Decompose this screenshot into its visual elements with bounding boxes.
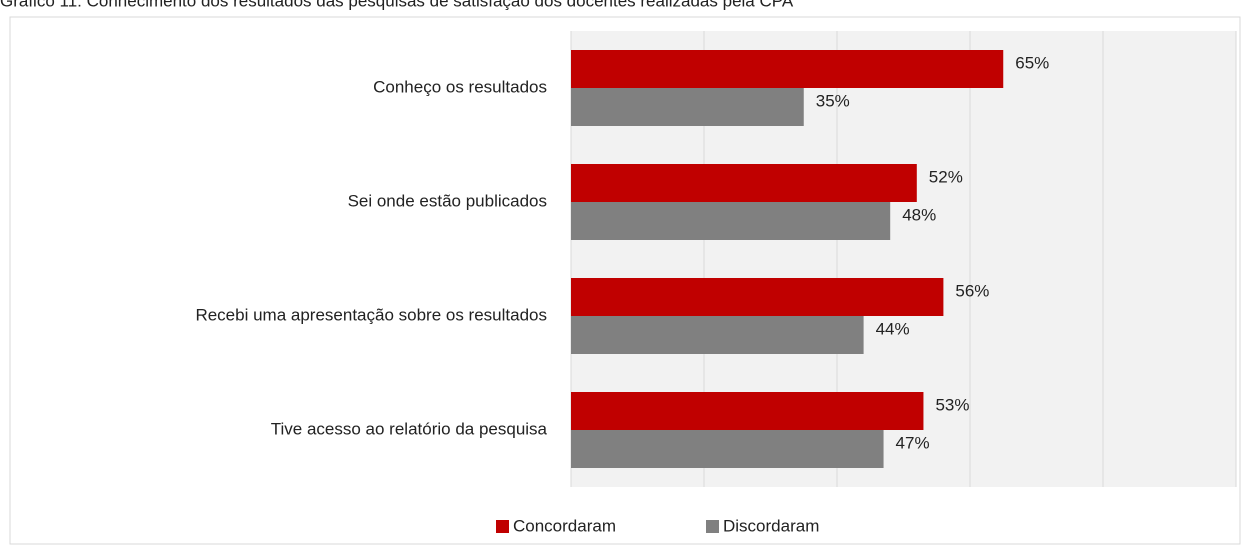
data-label: 35% <box>816 91 850 110</box>
bar <box>571 316 864 354</box>
data-label: 47% <box>896 433 930 452</box>
legend-label: Discordaram <box>723 516 819 535</box>
bar <box>571 88 804 126</box>
y-tick-label: Recebi uma apresentação sobre os resulta… <box>195 305 547 324</box>
data-label: 52% <box>929 167 963 186</box>
bar <box>571 392 924 430</box>
data-label: 44% <box>876 319 910 338</box>
chart-title: Gráfico 11: Conhecimento dos resultados … <box>0 0 794 10</box>
data-label: 65% <box>1015 53 1049 72</box>
bar <box>571 164 917 202</box>
legend-swatch <box>706 520 719 533</box>
bar <box>571 202 891 240</box>
legend-label: Concordaram <box>513 516 616 535</box>
bar <box>571 278 944 316</box>
data-label: 48% <box>902 205 936 224</box>
y-tick-label: Tive acesso ao relatório da pesquisa <box>271 419 548 438</box>
y-tick-label: Conheço os resultados <box>373 77 547 96</box>
bar <box>571 430 884 468</box>
legend-swatch <box>496 520 509 533</box>
data-label: 53% <box>935 395 969 414</box>
y-tick-label: Sei onde estão publicados <box>348 191 547 210</box>
data-label: 56% <box>955 281 989 300</box>
bar <box>571 50 1004 88</box>
